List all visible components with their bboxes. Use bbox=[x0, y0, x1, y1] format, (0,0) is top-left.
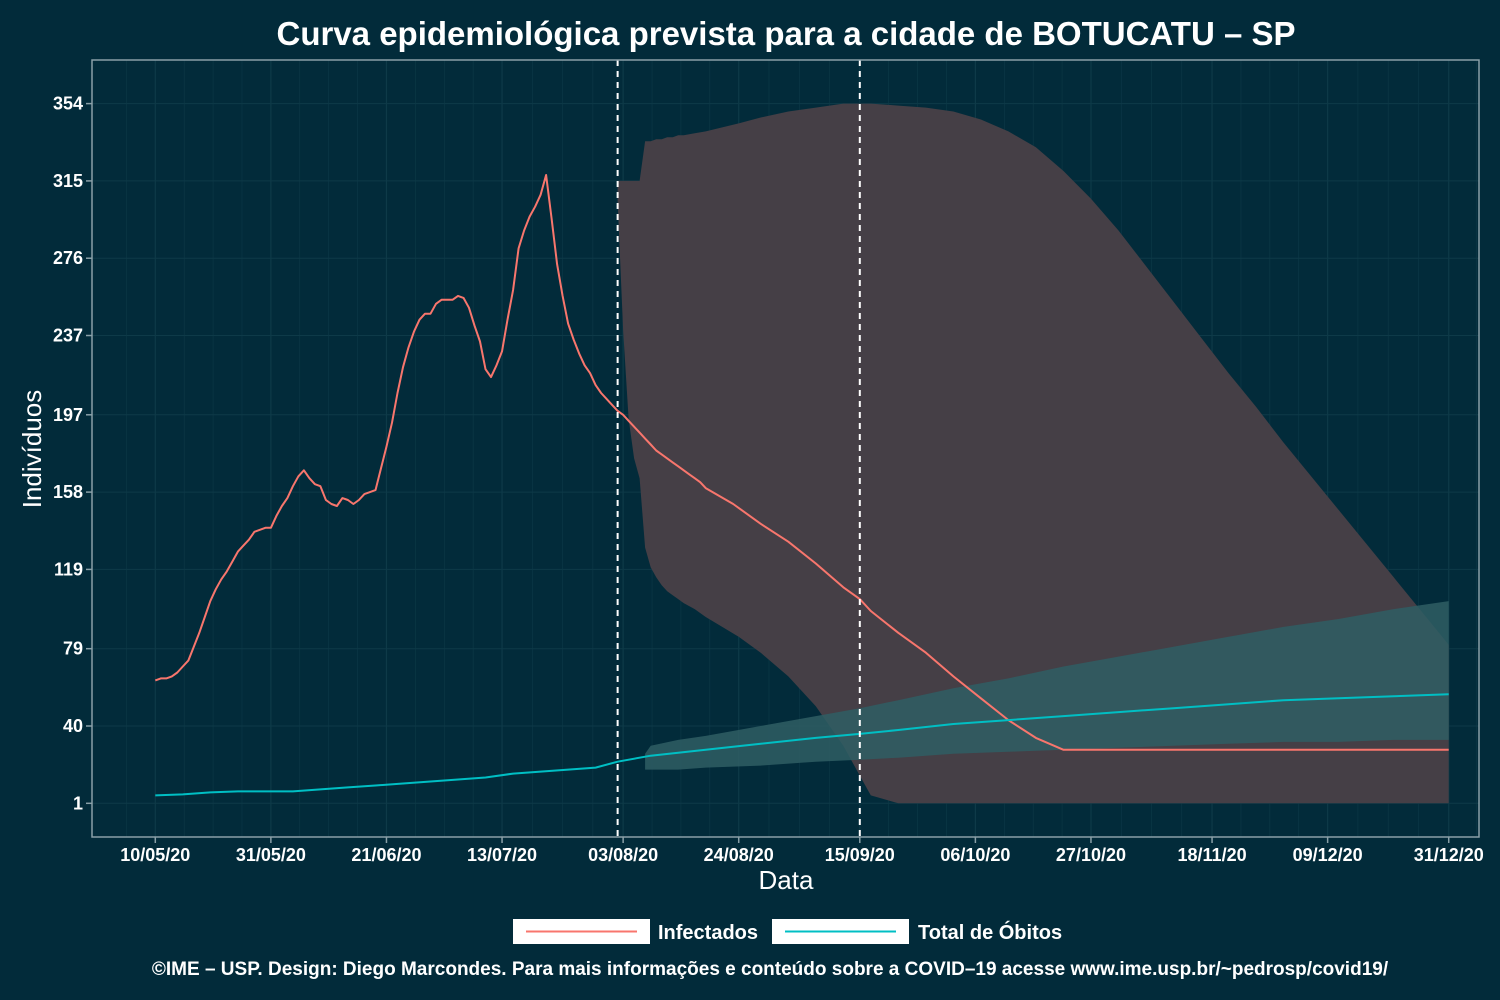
y-tick-label: 197 bbox=[53, 405, 83, 425]
plot-panel-border bbox=[91, 59, 1480, 838]
x-tick-label: 09/12/20 bbox=[1293, 845, 1363, 865]
x-tick-label: 21/06/20 bbox=[351, 845, 421, 865]
reference-lines bbox=[616, 60, 861, 837]
legend-item-obitos: Total de Óbitos bbox=[772, 919, 1062, 944]
x-tick-label: 13/07/20 bbox=[467, 845, 537, 865]
band-obitos bbox=[645, 601, 1449, 770]
y-tick-label: 158 bbox=[53, 482, 83, 502]
x-tick-label: 24/08/20 bbox=[704, 845, 774, 865]
chart-title: Curva epidemiológica prevista para a cid… bbox=[276, 15, 1295, 52]
x-tick-label: 31/12/20 bbox=[1414, 845, 1484, 865]
series-line-obitos bbox=[155, 693, 1449, 797]
y-tick-label: 354 bbox=[53, 94, 83, 114]
series-lines bbox=[154, 174, 1449, 797]
legend-label-obitos: Total de Óbitos bbox=[918, 920, 1062, 944]
x-tick-label: 15/09/20 bbox=[825, 845, 895, 865]
legend-label-infectados: Infectados bbox=[658, 922, 758, 944]
x-axis-title: Data bbox=[759, 865, 814, 895]
y-tick-label: 119 bbox=[54, 559, 83, 579]
x-tick-label: 27/10/20 bbox=[1056, 845, 1126, 865]
x-tick-label: 10/05/20 bbox=[120, 845, 190, 865]
y-axis-title: Indivíduos bbox=[17, 390, 47, 509]
x-tick-label: 31/05/20 bbox=[236, 845, 306, 865]
y-tick-label: 237 bbox=[53, 326, 83, 346]
x-tick-label: 03/08/20 bbox=[588, 845, 658, 865]
x-tick-label: 06/10/20 bbox=[940, 845, 1010, 865]
y-tick-label: 276 bbox=[53, 248, 83, 268]
x-axis-ticks: 10/05/20 31/05/20 21/06/20 13/07/20 03/08/20… bbox=[120, 837, 1484, 865]
y-tick-label: 79 bbox=[63, 639, 83, 659]
x-tick-label: 18/11/20 bbox=[1178, 845, 1247, 865]
y-tick-label: 315 bbox=[53, 171, 83, 191]
band-infectados bbox=[617, 103, 1449, 804]
confidence-bands bbox=[617, 103, 1449, 804]
y-tick-label: 1 bbox=[73, 793, 83, 813]
caption: ©IME – USP. Design: Diego Marcondes. Par… bbox=[152, 959, 1389, 980]
y-axis-ticks: 1 40 79 119 158 197 237 276 315 354 bbox=[53, 94, 92, 813]
series-line-infectados bbox=[154, 174, 1449, 751]
legend-item-infectados: Infectados bbox=[513, 919, 758, 944]
y-tick-label: 40 bbox=[63, 716, 83, 736]
legend: Infectados Total de Óbitos bbox=[513, 919, 1062, 944]
